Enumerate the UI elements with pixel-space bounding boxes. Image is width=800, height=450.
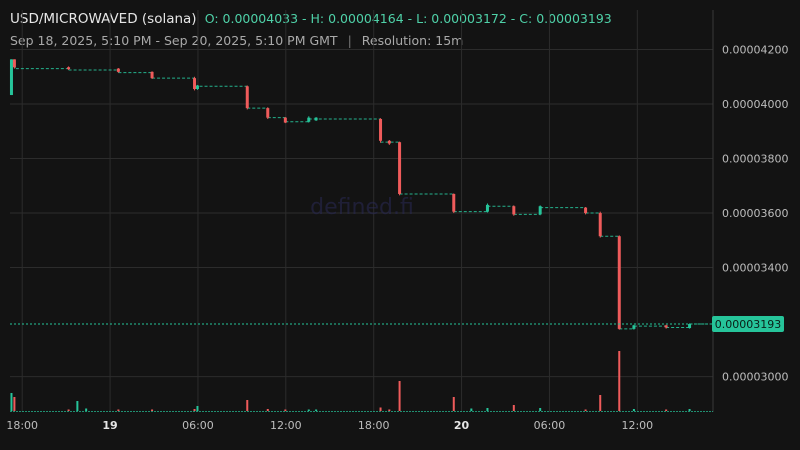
volume-bar <box>193 409 196 411</box>
price-series <box>9 59 713 330</box>
volume-bar <box>13 397 16 411</box>
candle-body <box>307 117 311 122</box>
y-tick-label: 0.00004000 <box>722 98 788 111</box>
y-tick-label: 0.00003400 <box>722 262 788 275</box>
candle-body <box>116 68 120 72</box>
x-tick-label: 12:00 <box>270 419 302 432</box>
volume-bars <box>10 351 713 412</box>
x-axis: 18:00 19 06:00 12:00 18:00 20 06:00 12:00 <box>6 419 653 432</box>
volume-bar <box>196 406 199 411</box>
volume-bar <box>470 408 473 411</box>
last-price-label: 0.00003193 <box>715 318 781 331</box>
ohlc-readout: O: 0.00004033 - H: 0.00004164 - L: 0.000… <box>204 11 612 26</box>
volume-bar <box>284 409 287 411</box>
grid-lines <box>10 10 714 412</box>
candle-body <box>266 108 270 118</box>
volume-bar <box>665 409 668 411</box>
x-tick-label: 18:00 <box>6 419 38 432</box>
candle-body <box>9 59 13 96</box>
volume-bar <box>76 401 79 411</box>
volume-bar <box>315 409 318 411</box>
resolution-label: Resolution: 15m <box>361 33 464 48</box>
candle-body <box>283 117 287 123</box>
volume-bar <box>307 409 310 411</box>
chart-header: USD/MICROWAVED (solana) O: 0.00004033 - … <box>10 11 612 27</box>
volume-bar <box>688 409 691 411</box>
candle-body <box>379 119 383 141</box>
volume-bar <box>117 409 120 411</box>
y-axis: 0.00004200 0.00004000 0.00003800 0.00003600… <box>722 44 788 384</box>
volume-bar <box>452 397 455 411</box>
candle-body <box>664 325 668 328</box>
candle-body <box>617 236 621 329</box>
candle-body <box>193 78 197 90</box>
last-price-tag <box>712 315 784 332</box>
candle-body <box>195 85 199 90</box>
candle-body <box>584 207 588 214</box>
x-tick-label: 06:00 <box>182 419 214 432</box>
volume-bar <box>10 393 13 411</box>
candle-body <box>512 206 516 215</box>
date-range: Sep 18, 2025, 5:10 PM - Sep 20, 2025, 5:… <box>10 33 338 48</box>
x-tick-label: 20 <box>454 419 470 432</box>
candle-body <box>688 323 692 329</box>
candle-body <box>314 117 318 121</box>
volume-bar <box>151 409 154 411</box>
volume-bar <box>379 407 382 411</box>
candle-body <box>150 71 154 79</box>
last-price-marker: 0.00003193 <box>10 315 784 332</box>
x-tick-label: 06:00 <box>534 419 566 432</box>
candle-body <box>485 204 489 212</box>
candle-body <box>452 193 456 212</box>
candle-body <box>12 59 16 68</box>
y-tick-label: 0.00004200 <box>722 44 788 57</box>
volume-bar <box>584 409 587 411</box>
volume-bar <box>67 409 70 411</box>
x-tick-label: 19 <box>102 419 117 432</box>
y-tick-label: 0.00003800 <box>722 153 788 166</box>
candle-body <box>632 325 636 329</box>
candle-body <box>398 142 402 194</box>
volume-bar <box>398 381 401 411</box>
x-tick-label: 12:00 <box>621 419 653 432</box>
separator: | <box>347 33 352 48</box>
volume-bar <box>85 408 88 411</box>
chart-subline: Sep 18, 2025, 5:10 PM - Sep 20, 2025, 5:… <box>10 33 463 48</box>
y-tick-label: 0.00003000 <box>722 371 788 384</box>
y-tick-label: 0.00003600 <box>722 207 788 220</box>
x-tick-label: 18:00 <box>358 419 390 432</box>
candle-body <box>598 213 602 237</box>
volume-bar <box>539 408 542 411</box>
volume-bar <box>618 351 621 411</box>
volume-bar <box>512 405 515 411</box>
volume-bar <box>632 409 635 411</box>
watermark: defined.fi <box>310 195 414 220</box>
candle-body <box>67 67 71 70</box>
volume-bar <box>266 409 269 411</box>
pair-title: USD/MICROWAVED (solana) <box>10 11 197 27</box>
volume-bar <box>599 395 602 411</box>
candle-body <box>245 86 249 109</box>
candle-body <box>387 140 391 144</box>
candle-body <box>538 206 542 215</box>
volume-bar <box>486 408 489 411</box>
volume-bar <box>246 400 249 411</box>
volume-bar <box>388 409 391 411</box>
